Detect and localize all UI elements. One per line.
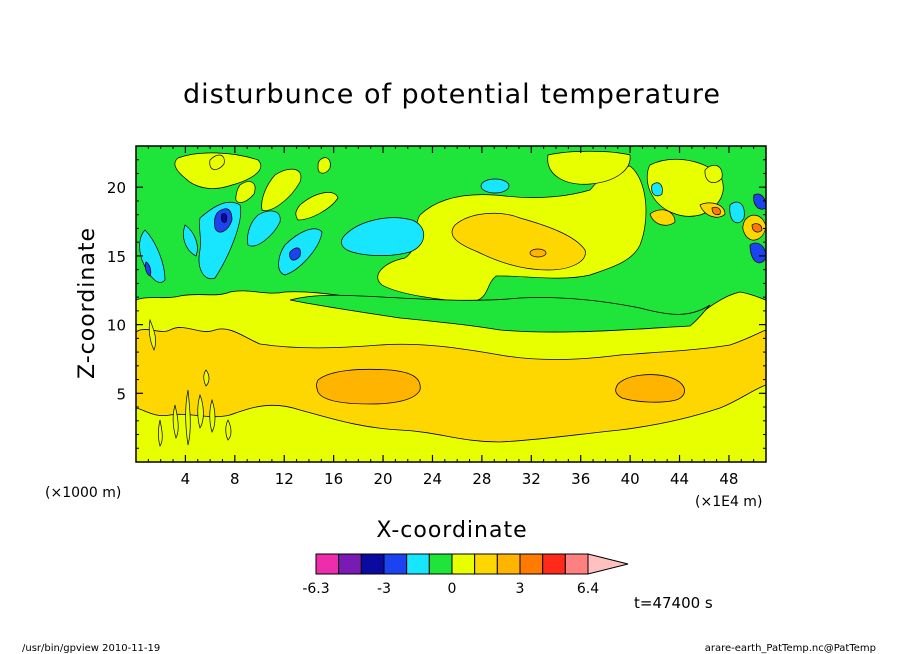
x-tick-label: 4 (181, 470, 191, 488)
colorbar-swatch (451, 553, 476, 575)
x-tick-label: 40 (621, 470, 640, 488)
x-tick-label: 12 (275, 470, 294, 488)
region-upper-yellow-top (547, 150, 631, 185)
colorbar-swatch (496, 553, 521, 575)
x-tick-label: 16 (324, 470, 343, 488)
x-tick-label: 8 (230, 470, 240, 488)
colorbar-swatch (542, 553, 566, 575)
colorbar-labels: -6.3 -3 0 3 6.4 (302, 581, 599, 597)
region-cyan-small (480, 178, 510, 194)
colorbar-swatch (383, 553, 408, 575)
x-unit-right: (×1E4 m) (695, 494, 762, 510)
region-warm-layer (136, 327, 766, 443)
y-tick-label: 5 (116, 385, 126, 403)
y-axis: 5 10 15 20 (107, 159, 766, 449)
x-axis-label: X-coordinate (376, 518, 527, 543)
colorbar-swatch (315, 553, 340, 575)
plot-area (136, 146, 766, 462)
x-tick-label: 44 (670, 470, 689, 488)
colorbar-swatch (360, 553, 385, 575)
colorbar-swatch (564, 553, 589, 575)
colorbar-label: 0 (448, 581, 457, 597)
colorbar-label: 6.4 (577, 581, 599, 597)
region-core-left (316, 368, 421, 405)
x-tick-label: 20 (374, 470, 393, 488)
surface-noise (148, 318, 232, 447)
y-tick-label: 10 (107, 317, 126, 335)
region-upper-orange (451, 212, 586, 271)
colorbar-swatch (519, 553, 544, 575)
region-core-right (615, 374, 685, 403)
footer-right: arare-earth_PatTemp.nc@PatTemp (705, 643, 876, 654)
colorbar-label: -3 (377, 581, 391, 597)
y-tick-label: 20 (107, 179, 126, 197)
x-tick-label: 32 (522, 470, 541, 488)
colorbar-swatch (428, 553, 453, 575)
colorbar (315, 553, 629, 575)
y-tick-label: 15 (107, 248, 126, 266)
region-lower-green (289, 294, 711, 333)
colorbar-swatch (338, 553, 362, 575)
region-upper-yellow-left (174, 152, 262, 189)
colorbar-label: -6.3 (302, 581, 329, 597)
region-cyan-mid (341, 217, 425, 256)
x-tick-label: 48 (719, 470, 738, 488)
chart-title: disturbunce of potential temperature (183, 79, 721, 110)
x-axis: 4 8 12 16 20 24 28 32 36 40 44 48 (147, 146, 755, 488)
footer-left: /usr/bin/gpview 2010-11-19 (22, 643, 160, 654)
x-unit-left: (×1000 m) (45, 485, 121, 501)
region-upper-orange-core (529, 248, 547, 258)
plot-frame (135, 145, 767, 463)
colorbar-arrow (587, 553, 629, 575)
time-label: t=47400 s (634, 594, 713, 612)
y-axis-label: Z-coordinate (75, 227, 100, 379)
x-tick-label: 28 (472, 470, 491, 488)
colorbar-swatch (474, 553, 498, 575)
right-wave-packet (649, 164, 766, 264)
left-wave-packet (139, 154, 339, 283)
x-tick-label: 24 (423, 470, 442, 488)
region-upper-yellow-right (646, 159, 724, 217)
x-tick-label: 36 (571, 470, 590, 488)
colorbar-label: 3 (516, 581, 525, 597)
colorbar-swatch (406, 553, 430, 575)
